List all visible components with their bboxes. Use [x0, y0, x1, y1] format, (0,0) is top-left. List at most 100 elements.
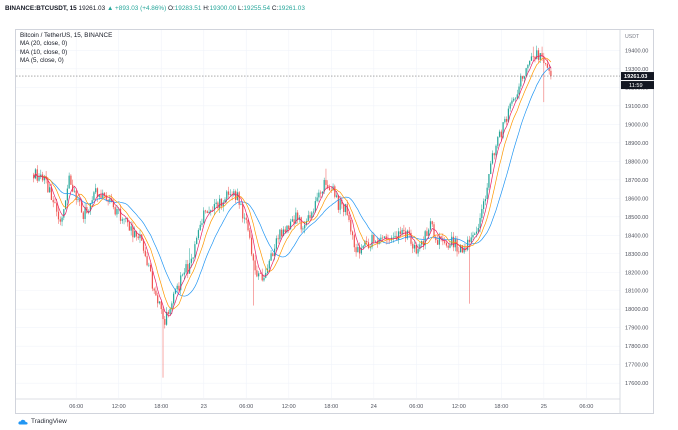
- candle-body: [470, 237, 472, 243]
- legend-title[interactable]: Bitcoin / TetherUS, 15, BINANCE: [20, 32, 113, 39]
- candle-body: [529, 60, 531, 65]
- price-change: ▲ +893.03 (+4.86%): [106, 5, 167, 12]
- candle-body: [190, 258, 192, 263]
- candle-body: [116, 208, 118, 215]
- candle-body: [513, 98, 515, 101]
- candle-body: [530, 56, 533, 61]
- candle-body: [82, 212, 84, 219]
- candle-body: [219, 198, 221, 209]
- candle-body: [330, 190, 332, 191]
- candle-body: [84, 207, 86, 219]
- candle-body: [474, 233, 476, 235]
- candle-body: [486, 187, 488, 200]
- candle-body: [305, 221, 308, 225]
- candle-body: [98, 194, 100, 197]
- candle-body: [263, 277, 265, 281]
- countdown-tag: [621, 81, 654, 90]
- y-unit-label: USDT: [625, 34, 640, 40]
- candle-body: [376, 241, 378, 245]
- last-price-value: 19261.03: [78, 5, 106, 12]
- candle-body: [309, 215, 311, 219]
- candle-body: [383, 236, 386, 238]
- candle-body: [438, 236, 440, 245]
- candle-body: [137, 236, 139, 239]
- candle-body: [268, 260, 270, 269]
- y-tick-label: 19400.00: [625, 48, 648, 54]
- candle-body: [362, 245, 364, 249]
- symbol-header: BINANCE:BTCUSDT, 15 19261.03 ▲ +893.03 (…: [5, 3, 665, 15]
- candle-body: [343, 204, 345, 213]
- candle-body: [339, 200, 341, 210]
- candle-body: [431, 221, 433, 225]
- candle-body: [256, 270, 258, 277]
- candle-body: [537, 50, 540, 60]
- candle-body: [359, 247, 361, 254]
- candle-body: [475, 231, 478, 234]
- candle-body: [516, 94, 518, 99]
- candle-body: [125, 218, 127, 219]
- tradingview-footer[interactable]: TradingView: [18, 416, 67, 428]
- candle-body: [79, 199, 81, 202]
- candle-body: [173, 293, 175, 304]
- candle-body: [66, 188, 68, 201]
- candle-body: [514, 98, 517, 100]
- x-tick-label: 06:00: [579, 404, 593, 410]
- candle-body: [236, 192, 239, 200]
- candle-body: [424, 231, 426, 246]
- candle-body: [504, 118, 506, 123]
- candle-body: [217, 202, 219, 209]
- candle-body: [311, 212, 313, 219]
- candle-body: [328, 187, 331, 191]
- candle-body: [484, 199, 487, 202]
- candle-body: [275, 238, 277, 249]
- candle-body: [197, 230, 200, 239]
- candle-body: [203, 210, 205, 224]
- legend-ma20[interactable]: MA (20, close, 0): [20, 40, 68, 48]
- candle-body: [507, 108, 510, 122]
- candle-body: [364, 240, 366, 246]
- candle-body: [401, 229, 403, 235]
- candle-body: [206, 211, 208, 214]
- legend-ma10[interactable]: MA (10, close, 0): [20, 48, 68, 56]
- candle-body: [240, 203, 242, 205]
- candle-body: [185, 264, 187, 273]
- time-axis[interactable]: 06:00 12:00 18:00 23 06:00 12:00 18:00 24 06:00 1…: [16, 398, 620, 410]
- candle-body: [259, 273, 262, 274]
- y-tick-label: 17900.00: [625, 326, 648, 332]
- symbol-label[interactable]: BINANCE:BTCUSDT, 15: [5, 5, 77, 12]
- candle-body: [109, 198, 111, 202]
- y-tick-label: 18000.00: [625, 307, 648, 313]
- close-label: C:: [271, 5, 279, 12]
- candle-body: [208, 211, 210, 214]
- candle-body: [56, 203, 58, 212]
- candle-body: [426, 231, 428, 236]
- candle-body: [213, 204, 216, 211]
- x-tick-label: 12:00: [452, 404, 466, 410]
- low-value: 19255.54: [243, 5, 271, 12]
- candle-body: [289, 221, 292, 230]
- candle-body: [479, 218, 481, 228]
- candle-body: [318, 192, 320, 198]
- candle-body: [57, 211, 60, 220]
- y-tick-label: 19300.00: [625, 67, 648, 73]
- candle-body: [382, 237, 384, 239]
- candle-body: [481, 208, 483, 219]
- low-label: L:: [238, 5, 244, 12]
- candle-body: [254, 260, 256, 271]
- price-axis[interactable]: 17600.00 17700.00 17800.00 17900.00 18000.00…: [619, 29, 648, 414]
- candle-body: [211, 210, 214, 211]
- candle-body: [174, 289, 177, 294]
- candle-body: [171, 303, 173, 309]
- legend-ma5[interactable]: MA (5, close, 0): [20, 57, 64, 65]
- last-price-marker: 19261.03 11:59: [16, 72, 654, 90]
- candle-body: [169, 308, 171, 315]
- candle-body: [405, 231, 407, 239]
- candle-body: [373, 234, 375, 242]
- x-tick-label: 24: [371, 404, 377, 410]
- candle-body: [314, 201, 316, 212]
- candle-body: [394, 236, 396, 238]
- candle-body: [96, 188, 99, 197]
- candle-body: [304, 224, 306, 229]
- candles: [33, 45, 552, 378]
